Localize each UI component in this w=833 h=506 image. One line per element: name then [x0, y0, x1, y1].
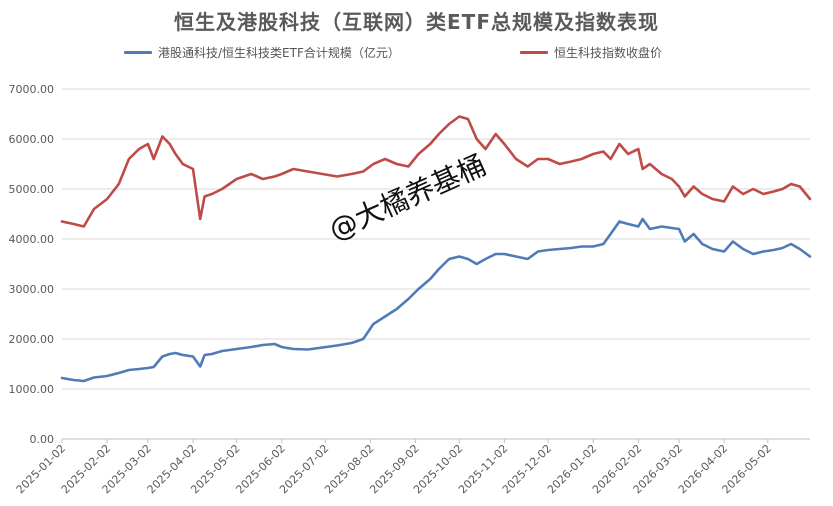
y-axis-ticks: 0.00 1000.00 2000.00 3000.00 4000.00 5000.00 6… [9, 83, 55, 446]
grid-lines [62, 88, 810, 440]
legend-item-etf-size: 港股通科技/恒生科技类ETF合计规模（亿元） [124, 44, 400, 61]
series-line-0 [60, 217, 812, 383]
legend-swatch-index-close [520, 51, 548, 54]
legend-item-index-close: 恒生科技指数收盘价 [520, 44, 662, 61]
y-tick-label-4: 4000.00 [9, 233, 55, 246]
chart-legend: 港股通科技/恒生科技类ETF合计规模（亿元） 恒生科技指数收盘价 [0, 44, 833, 64]
y-tick-label-6: 6000.00 [9, 133, 55, 146]
chart-title: 恒生及港股科技（互联网）类ETF总规模及指数表现 [174, 10, 659, 34]
series-line-1 [60, 115, 812, 228]
y-tick-label-5: 5000.00 [9, 183, 55, 196]
legend-label-etf-size: 港股通科技/恒生科技类ETF合计规模（亿元） [158, 46, 400, 60]
series-lines [60, 115, 812, 383]
y-tick-label-0: 0.00 [30, 433, 55, 446]
legend-label-index-close: 恒生科技指数收盘价 [554, 46, 663, 60]
y-tick-label-2: 2000.00 [9, 333, 55, 346]
x-axis-ticks: 2025-01-022025-02-022025-03-022025-04-02… [14, 439, 774, 496]
y-tick-label-1: 1000.00 [9, 383, 55, 396]
y-tick-label-7: 7000.00 [9, 83, 55, 96]
y-tick-label-3: 3000.00 [9, 283, 55, 296]
legend-swatch-etf-size [124, 51, 152, 54]
